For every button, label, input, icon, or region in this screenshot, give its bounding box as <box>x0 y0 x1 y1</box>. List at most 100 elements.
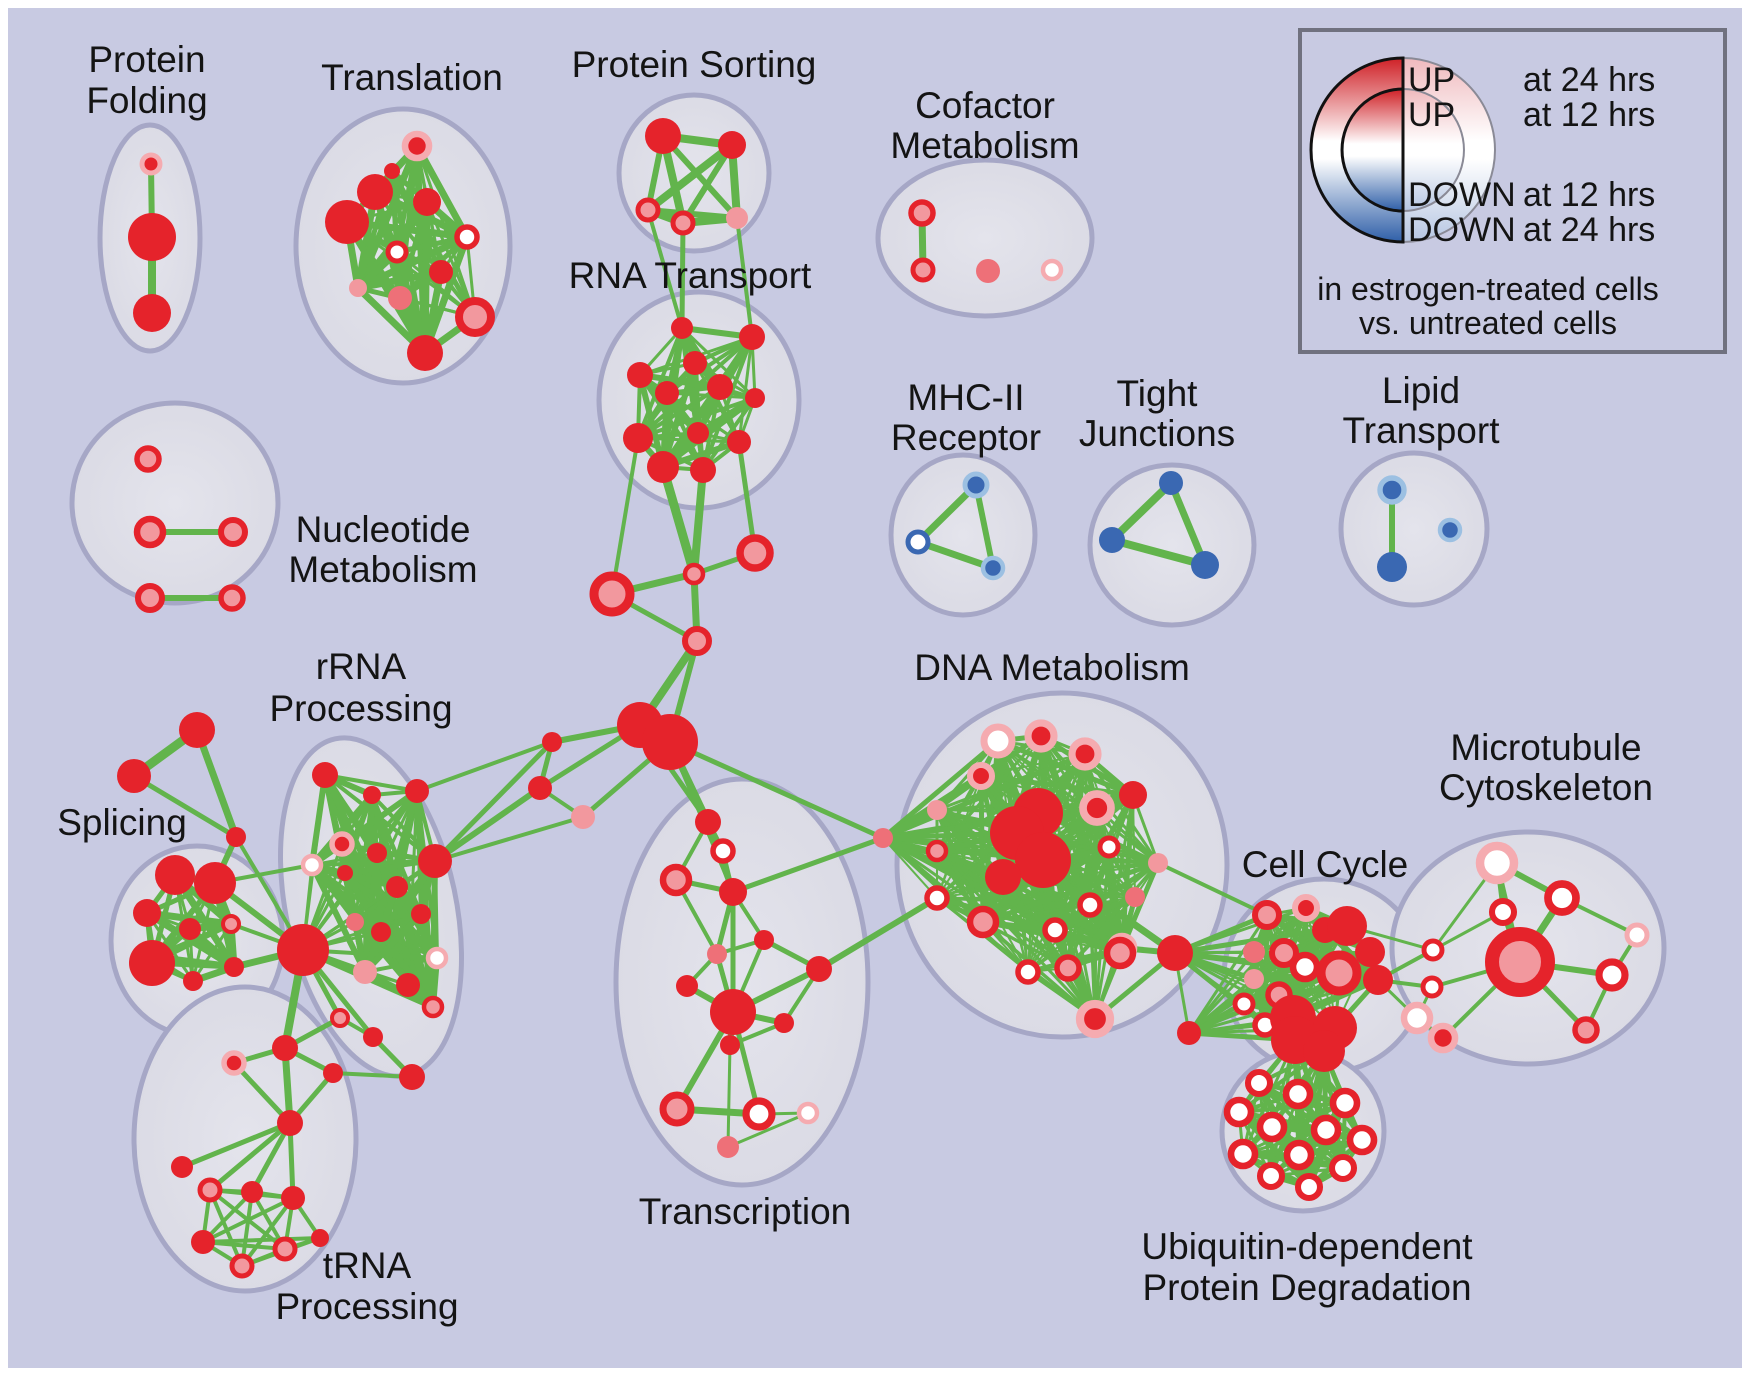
gene-node <box>1437 517 1463 543</box>
cluster-label-lipid-transport: Lipid <box>1382 370 1460 411</box>
gene-node <box>353 960 377 984</box>
cluster-label-protein-folding: Protein <box>88 39 205 80</box>
gene-node <box>396 973 420 997</box>
legend-row-direction: UP <box>1408 61 1455 99</box>
gene-node <box>323 1063 343 1083</box>
gene-node <box>980 555 1006 581</box>
edge-line <box>331 1071 414 1079</box>
gene-node <box>385 240 409 264</box>
gene-node <box>682 562 706 586</box>
gene-node <box>194 862 236 904</box>
gene-node <box>183 971 203 991</box>
edge-line <box>935 896 1092 907</box>
gene-node <box>589 571 635 617</box>
gene-node <box>134 445 162 473</box>
gene-node <box>682 626 712 656</box>
gene-node <box>367 843 387 863</box>
gene-node <box>980 723 1016 759</box>
edge-line <box>660 133 740 221</box>
edge-line <box>690 466 707 578</box>
gene-node <box>325 200 369 244</box>
edge-line <box>701 335 754 472</box>
gene-node <box>1595 958 1629 992</box>
edge-line <box>249 1120 293 1195</box>
legend-glyph-right-half <box>1402 87 1465 213</box>
gene-node <box>670 210 696 236</box>
edge-line <box>973 482 996 571</box>
gene-node <box>386 876 408 898</box>
edge-line <box>191 922 233 983</box>
gene-node <box>695 809 721 835</box>
gene-node <box>1223 1096 1255 1128</box>
gene-node <box>407 335 443 371</box>
cluster-label-rrna-processing: Processing <box>269 688 452 729</box>
cluster-label-trna-processing: tRNA <box>323 1245 412 1286</box>
edge-line <box>208 1188 244 1268</box>
edge-line <box>679 220 686 331</box>
gene-node <box>349 279 367 297</box>
gene-node <box>542 732 562 752</box>
edge-line <box>1187 950 1256 1035</box>
legend-box <box>1298 28 1727 354</box>
edge-line <box>726 1111 810 1149</box>
gene-node <box>645 118 681 154</box>
edge-line <box>980 753 1086 777</box>
gene-node <box>363 786 381 804</box>
cluster-label-cofactor-metabolism: Metabolism <box>890 125 1079 166</box>
gene-node <box>454 224 480 250</box>
edge-line <box>1187 906 1308 1035</box>
gene-node <box>908 199 936 227</box>
gene-node <box>717 1136 739 1158</box>
gene-node <box>191 1230 215 1254</box>
gene-node <box>1243 941 1265 963</box>
gene-node <box>905 529 931 555</box>
edge-line <box>880 807 940 841</box>
edge-line <box>301 859 437 952</box>
gene-node <box>1269 938 1299 968</box>
gene-node <box>796 1101 820 1125</box>
edge-line <box>1108 479 1175 544</box>
cluster-label-tight-junctions: Tight <box>1117 373 1199 414</box>
gene-node <box>1054 954 1082 982</box>
gene-node <box>272 1236 298 1262</box>
edge-line <box>880 738 1001 841</box>
gene-node <box>925 839 949 863</box>
gene-node <box>179 918 201 940</box>
gene-node <box>659 1091 695 1127</box>
gene-node <box>277 924 329 976</box>
edge-line <box>406 912 423 987</box>
gene-node <box>806 956 832 982</box>
gene-node <box>413 188 441 216</box>
gene-node <box>155 855 195 895</box>
edge-line <box>737 335 754 444</box>
edge-line <box>433 815 585 863</box>
edge-line <box>980 860 1161 925</box>
gene-node <box>966 761 996 791</box>
edge-line <box>207 1120 293 1193</box>
legend-row-direction: UP <box>1408 96 1455 134</box>
gene-node <box>623 423 653 453</box>
legend-note: vs. untreated cells <box>1359 305 1617 341</box>
cluster-label-microtubule-cytoskeleton: Cytoskeleton <box>1439 767 1653 808</box>
legend-row-time: at 24 hrs <box>1523 61 1655 99</box>
gene-node <box>1068 737 1102 771</box>
gene-node <box>135 583 165 613</box>
gene-node <box>774 1013 794 1033</box>
gene-node <box>221 1050 247 1076</box>
gene-node <box>962 471 990 499</box>
gene-node <box>1148 853 1168 873</box>
edge-line <box>636 436 741 444</box>
gene-node <box>401 130 433 162</box>
cluster-label-microtubule-cytoskeleton: Microtubule <box>1450 727 1641 768</box>
gene-node <box>312 762 338 788</box>
gene-node <box>218 584 246 612</box>
cluster-label-trna-processing: Processing <box>275 1286 458 1327</box>
cluster-label-rna-transport: RNA Transport <box>569 255 812 296</box>
legend-glyph-left-half <box>1340 87 1405 213</box>
gene-node <box>707 374 733 400</box>
gene-node <box>642 714 698 770</box>
gene-node <box>671 317 693 339</box>
gene-node <box>277 1110 303 1136</box>
edge-line <box>362 911 424 975</box>
edge-line <box>730 835 886 895</box>
